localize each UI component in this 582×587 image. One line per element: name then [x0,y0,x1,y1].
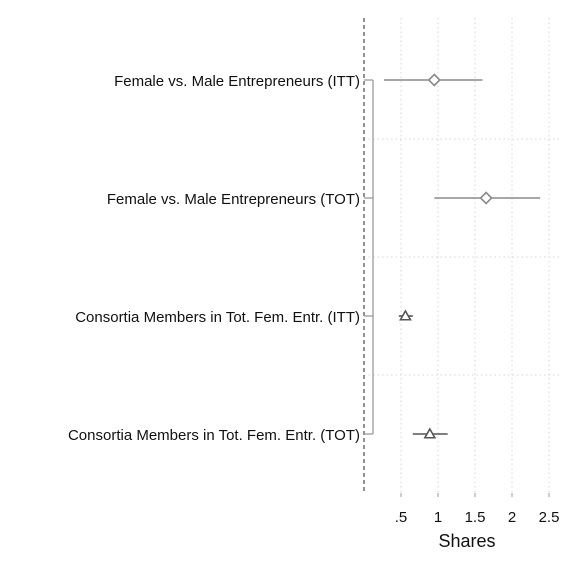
axis-layer: Female vs. Male Entrepreneurs (ITT) Femal… [68,18,559,526]
x-tick-label: 1.5 [465,509,486,526]
estimate-triangle-marker [423,427,437,439]
x-tick-label: .5 [395,509,408,526]
marks-layer [383,73,541,439]
row-label: Female vs. Male Entrepreneurs (TOT) [107,191,360,208]
row-label: Consortia Members in Tot. Fem. Entr. (IT… [75,309,360,326]
row-label: Female vs. Male Entrepreneurs (ITT) [114,73,360,90]
estimate-triangle-marker [399,309,412,321]
x-axis-title: Shares [438,531,495,551]
estimate-diamond-marker [427,73,441,87]
x-tick-label: 2 [508,509,516,526]
grid-layer [364,18,562,493]
estimate-diamond-marker [479,191,493,205]
x-tick-label: 2.5 [539,509,560,526]
row-label: Consortia Members in Tot. Fem. Entr. (TO… [68,427,360,444]
x-tick-label: 1 [434,509,442,526]
